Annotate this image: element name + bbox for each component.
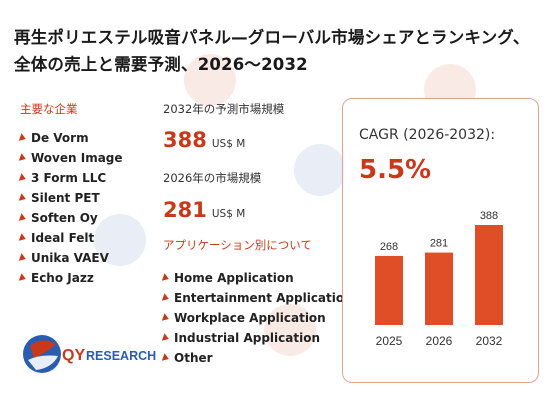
- company-list: De Vorm Woven Image 3 Form LLC Silent PE…: [18, 128, 123, 288]
- company-name: 3 Form LLC: [31, 171, 107, 185]
- list-item: Home Application: [161, 268, 353, 288]
- company-name: Silent PET: [31, 191, 100, 205]
- company-name: Echo Jazz: [31, 271, 94, 285]
- cagr-label: CAGR (2026-2032):: [359, 127, 496, 143]
- bullet-icon: [161, 273, 171, 283]
- bullet-icon: [18, 213, 28, 223]
- application-list: Home Application Entertainment Applicati…: [161, 268, 353, 368]
- list-item: Echo Jazz: [18, 268, 123, 288]
- company-name: De Vorm: [31, 131, 89, 145]
- bar-value-label: 388: [480, 210, 498, 222]
- qyresearch-logo: QY RESEARCH: [23, 335, 156, 373]
- list-item: Unika VAEV: [18, 248, 123, 268]
- application-name: Other: [174, 351, 213, 365]
- list-item: Industrial Application: [161, 328, 353, 348]
- category-label: 2026: [426, 334, 453, 348]
- bullet-icon: [18, 133, 28, 143]
- application-name: Workplace Application: [174, 311, 326, 325]
- market-size-bar-chart: 268 2025 281 2026 388 2032: [375, 210, 503, 348]
- forecast-unit: US$ M: [211, 138, 246, 150]
- bullet-icon: [18, 273, 28, 283]
- current-value-block: 281 US$ M: [163, 198, 245, 222]
- cagr-panel: CAGR (2026-2032): 5.5% 268 2025 281 2026 388…: [342, 98, 539, 383]
- applications-heading: アプリケーション別について: [163, 238, 312, 252]
- bullet-icon: [18, 193, 28, 203]
- bullet-icon: [161, 293, 171, 303]
- bar-value-label: 281: [430, 238, 448, 250]
- list-item: Soften Oy: [18, 208, 123, 228]
- application-name: Industrial Application: [174, 331, 320, 345]
- list-item: De Vorm: [18, 128, 123, 148]
- current-value: 281: [163, 198, 207, 222]
- forecast-value: 388: [163, 128, 207, 152]
- bar-2032: [475, 225, 503, 325]
- current-label: 2026年の市場規模: [163, 171, 262, 185]
- company-name: Ideal Felt: [31, 231, 95, 245]
- bullet-icon: [161, 313, 171, 323]
- list-item: Silent PET: [18, 188, 123, 208]
- category-label: 2032: [476, 334, 503, 348]
- bar-2026: [425, 252, 453, 325]
- bar-value-label: 268: [380, 241, 398, 253]
- list-item: 3 Form LLC: [18, 168, 123, 188]
- current-unit: US$ M: [211, 208, 246, 220]
- list-item: Workplace Application: [161, 308, 353, 328]
- list-item: Woven Image: [18, 148, 123, 168]
- bullet-icon: [18, 233, 28, 243]
- application-name: Home Application: [174, 271, 294, 285]
- application-name: Entertainment Application: [174, 291, 353, 305]
- list-item: Ideal Felt: [18, 228, 123, 248]
- cagr-value: 5.5%: [359, 155, 432, 185]
- list-item: Other: [161, 348, 353, 368]
- watermark-logo: [294, 144, 346, 196]
- company-name: Woven Image: [31, 151, 123, 165]
- bullet-icon: [18, 173, 28, 183]
- page-title: 再生ポリエステル吸音パネル—グローバル市場シェアとランキング、全体の売上と需要予…: [14, 28, 530, 74]
- company-name: Soften Oy: [31, 211, 98, 225]
- forecast-label: 2032年の予測市場規模: [163, 102, 285, 116]
- list-item: Entertainment Application: [161, 288, 353, 308]
- bar-2025: [375, 255, 403, 325]
- forecast-value-block: 388 US$ M: [163, 128, 245, 152]
- bullet-icon: [18, 153, 28, 163]
- logo-research-text: RESEARCH: [86, 349, 156, 363]
- bullet-icon: [18, 253, 28, 263]
- logo-qy-text: QY: [62, 347, 85, 364]
- company-name: Unika VAEV: [31, 251, 109, 265]
- companies-heading: 主要な企業: [20, 102, 78, 116]
- category-label: 2025: [376, 334, 403, 348]
